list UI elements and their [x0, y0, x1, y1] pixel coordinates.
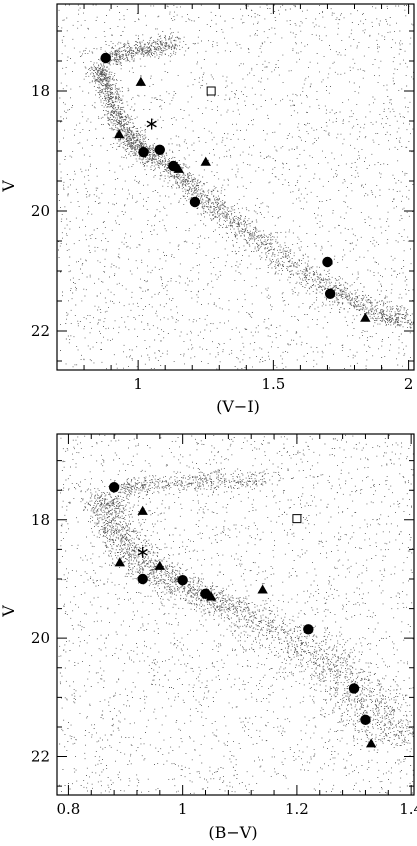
- triangle-marker: [135, 76, 147, 86]
- open-square-marker: [292, 514, 302, 524]
- triangle-marker: [154, 560, 166, 570]
- x-tick-label: 1: [133, 375, 143, 393]
- circle-marker: [348, 683, 360, 694]
- data-markers: [100, 52, 371, 322]
- x-tick-label: 1: [178, 800, 188, 818]
- y-tick-label: 18: [31, 82, 50, 100]
- y-tick-label: 22: [31, 748, 50, 766]
- data-markers: [108, 482, 377, 748]
- y-tick-label: 22: [31, 322, 50, 340]
- circle-marker: [138, 147, 149, 158]
- asterisk-marker: [146, 118, 157, 130]
- tick-labels: 0.8 1 1.2 1.4 18 20 22: [31, 511, 417, 818]
- background-star-field: [58, 4, 414, 370]
- circle-marker: [177, 574, 188, 586]
- triangle-marker: [114, 557, 126, 567]
- triangle-marker: [360, 312, 371, 322]
- y-tick-label: 18: [31, 511, 50, 529]
- circle-marker: [200, 588, 211, 599]
- tick-marks: [57, 434, 414, 795]
- triangle-marker: [257, 584, 268, 594]
- circle-marker: [137, 573, 148, 585]
- triangle-marker: [206, 591, 217, 601]
- y-axis-label: V: [0, 605, 18, 618]
- x-tick-label: 1.2: [285, 800, 309, 818]
- triangle-marker: [173, 163, 184, 173]
- asterisk-marker: [137, 546, 148, 558]
- cmd-panel-v-i: 1 1.5 2 18 20 22 (V−I) V: [0, 3, 415, 416]
- tick-labels: 1 1.5 2 18 20 22: [31, 82, 413, 393]
- y-tick-label: 20: [31, 202, 50, 220]
- x-axis-label: (B−V): [208, 823, 257, 842]
- x-tick-label: 1.5: [261, 375, 285, 393]
- circle-marker: [324, 288, 336, 299]
- triangle-marker: [200, 156, 211, 166]
- circle-marker: [189, 196, 201, 208]
- circle-marker: [108, 482, 120, 493]
- cmd-panel-b-v: 0.8 1 1.2 1.4 18 20 22 (B−V) V: [0, 433, 417, 842]
- circle-marker: [100, 52, 111, 64]
- plot-frame: [56, 3, 415, 371]
- x-tick-label: 0.8: [56, 800, 80, 818]
- triangle-marker: [137, 505, 148, 515]
- triangle-marker: [365, 738, 377, 748]
- x-tick-label: 2: [404, 375, 414, 393]
- circle-marker: [303, 624, 314, 635]
- circle-marker: [360, 714, 371, 726]
- plot-frame: [56, 433, 415, 796]
- x-tick-label: 1.4: [399, 800, 417, 818]
- triangle-marker: [114, 129, 125, 139]
- x-axis-label: (V−I): [216, 397, 260, 416]
- y-axis-label: V: [0, 180, 18, 193]
- axis-ticks: [57, 434, 414, 795]
- open-square-marker: [206, 86, 216, 96]
- axis-ticks: [56, 4, 414, 370]
- circle-marker: [154, 144, 165, 155]
- circle-marker: [168, 160, 179, 172]
- tick-marks: [56, 4, 414, 370]
- star-points: [58, 4, 414, 370]
- circle-marker: [322, 256, 333, 268]
- y-tick-label: 20: [31, 629, 50, 647]
